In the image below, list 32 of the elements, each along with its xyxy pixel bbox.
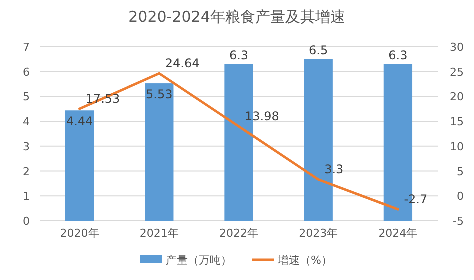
legend-label: 增速（%） bbox=[277, 254, 332, 267]
y2-tick-label: 20 bbox=[450, 90, 464, 104]
y-tick-label: 6 bbox=[23, 66, 30, 79]
y-tick-label: 1 bbox=[23, 190, 30, 204]
y-tick-label: 4 bbox=[23, 116, 30, 129]
y2-tick-label: 10 bbox=[450, 140, 464, 154]
data-label: 24.64 bbox=[165, 56, 200, 71]
y-tick-label: 3 bbox=[23, 140, 30, 154]
data-label: 5.53 bbox=[146, 88, 173, 102]
y-tick-label: 7 bbox=[23, 41, 30, 54]
y-tick-label: 2 bbox=[23, 165, 30, 178]
y2-tick-label: 0 bbox=[457, 190, 464, 204]
data-label: 6.3 bbox=[229, 48, 249, 62]
y2-tick-label: -5 bbox=[453, 215, 464, 228]
y2-tick-label: 25 bbox=[450, 66, 464, 79]
x-tick-label: 2022年 bbox=[220, 227, 258, 240]
bar bbox=[145, 84, 174, 221]
x-tick-label: 2021年 bbox=[140, 227, 179, 240]
x-tick-label: 2024年 bbox=[378, 227, 418, 240]
data-label: 4.44 bbox=[66, 114, 94, 129]
y2-tick-label: 30 bbox=[450, 41, 464, 54]
bar bbox=[65, 110, 94, 221]
title: 2020-2024年粮食产量及其增速 bbox=[128, 8, 346, 26]
y2-tick-label: 15 bbox=[450, 116, 464, 129]
x-tick-label: 2023年 bbox=[299, 227, 338, 240]
data-label: 6.3 bbox=[388, 48, 408, 62]
legend-label: 产量（万吨） bbox=[166, 254, 232, 267]
y-tick-label: 0 bbox=[23, 215, 30, 228]
y2-tick-label: 5 bbox=[457, 165, 464, 178]
x-tick-label: 2020年 bbox=[60, 227, 100, 240]
y-tick-label: 5 bbox=[23, 90, 30, 104]
data-label: 6.5 bbox=[309, 43, 328, 58]
